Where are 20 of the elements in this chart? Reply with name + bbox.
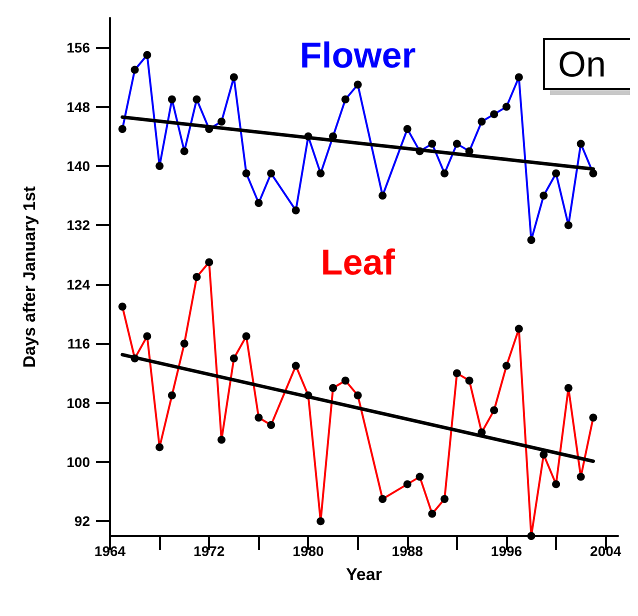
y-tick-label: 108 [66, 394, 90, 411]
x-tick-label: 2004 [590, 543, 622, 559]
y-tick-label: 116 [67, 336, 90, 352]
y-tick-label: 140 [66, 158, 90, 174]
x-tick-label: 1980 [292, 543, 324, 559]
x-tick-label: 1964 [94, 543, 126, 559]
y-tick-label: 156 [66, 40, 90, 56]
series-label: Flower [300, 34, 416, 76]
y-axis-title: Days after January 1st [20, 186, 39, 368]
y-tick-label: 124 [66, 276, 90, 292]
x-tick-label: 1972 [194, 543, 225, 559]
annotation: On [558, 44, 606, 84]
x-axis-title: Year [346, 565, 382, 584]
x-tick-label: 1996 [490, 543, 522, 559]
y-tick-label: 132 [66, 217, 90, 234]
y-tick-label: 148 [66, 98, 90, 115]
y-tick-label: 92 [74, 513, 90, 530]
x-tick-label: 1988 [392, 543, 424, 559]
y-tick-label: 100 [66, 454, 90, 470]
text: Leaf [320, 242, 396, 283]
